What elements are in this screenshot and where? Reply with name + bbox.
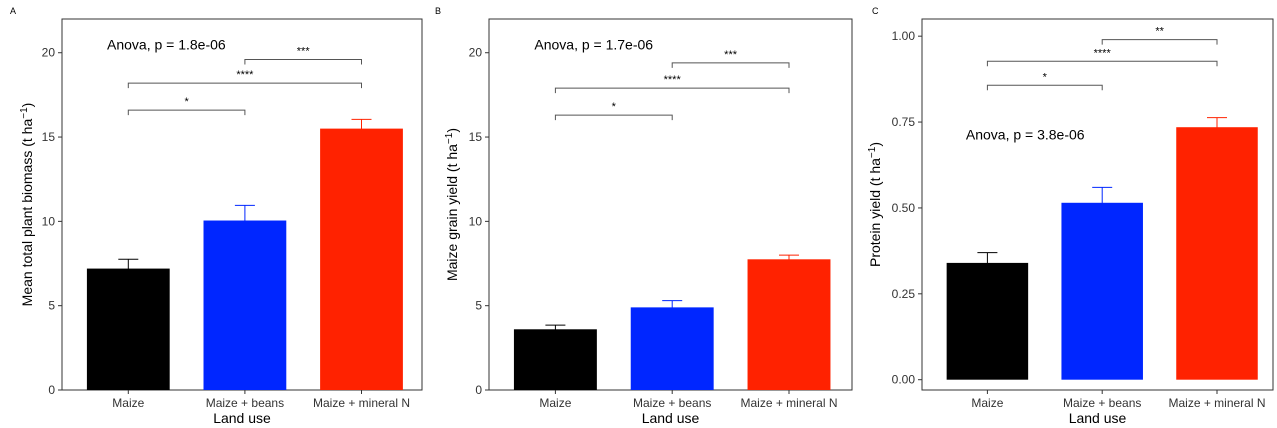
anova-annotation: Anova, p = 3.8e-06 — [966, 126, 1085, 142]
x-tick-label: Maize + beans — [633, 396, 711, 410]
y-tick-label: 5 — [48, 299, 55, 313]
significance-bracket — [1101, 39, 1218, 45]
chart-panel-a: A 0 5 10 15 20 Maize Maize + beans Maize + miner… — [10, 6, 423, 426]
significance-label: **** — [1094, 47, 1112, 59]
bar — [203, 220, 287, 390]
bar — [946, 262, 1029, 380]
bar — [630, 307, 714, 390]
y-tick-label: 0.00 — [892, 373, 916, 387]
significance-bracket — [554, 114, 673, 121]
y-tick-label: 10 — [42, 214, 56, 228]
bar — [320, 128, 403, 390]
anova-annotation: Anova, p = 1.7e-06 — [534, 36, 653, 52]
y-tick-label: 0.50 — [892, 201, 916, 215]
panel-label: A — [10, 6, 16, 16]
significance-bracket — [986, 84, 1103, 91]
significance-label: **** — [236, 69, 254, 81]
x-tick-label: Maize — [971, 396, 1003, 410]
y-tick-label: 10 — [469, 214, 483, 228]
significance-bracket — [554, 87, 790, 94]
significance-label: * — [184, 96, 189, 108]
y-tick-label: 0 — [475, 383, 482, 397]
y-tick-label: 0.75 — [892, 115, 916, 129]
y-axis-title: Protein yield (t ha−1) — [867, 142, 883, 267]
significance-bracket — [244, 58, 362, 65]
significance-label: * — [1043, 71, 1048, 83]
significance-bracket — [127, 82, 362, 89]
y-tick-label: 20 — [42, 46, 56, 60]
x-axis-title: Land use — [642, 410, 700, 426]
x-tick-label: Maize + beans — [1063, 396, 1141, 410]
x-tick-label: Maize + mineral N — [1168, 396, 1265, 410]
y-tick-label: 5 — [475, 299, 482, 313]
x-tick-label: Maize + mineral N — [313, 396, 410, 410]
significance-label: ** — [1155, 26, 1164, 38]
x-tick-label: Maize + mineral N — [740, 396, 837, 410]
bar — [513, 329, 597, 390]
x-tick-label: Maize + beans — [206, 396, 284, 410]
significance-bracket — [127, 109, 246, 116]
significance-label: *** — [724, 49, 738, 61]
significance-label: **** — [664, 74, 682, 86]
bar — [86, 268, 170, 390]
y-tick-label: 0 — [48, 383, 55, 397]
bar — [1061, 202, 1143, 380]
bar — [747, 259, 831, 390]
significance-label: *** — [297, 45, 311, 57]
x-axis-title: Land use — [213, 410, 271, 426]
significance-bracket — [671, 62, 790, 68]
panel-label: C — [872, 6, 879, 16]
panel-label: B — [435, 6, 441, 16]
chart-panel-b: B 0 5 10 15 20 Maize Maize + beans Maize + miner… — [435, 6, 853, 426]
x-tick-label: Maize — [112, 396, 144, 410]
y-axis-title: Mean total plant biomass (t ha−1) — [19, 103, 35, 307]
x-tick-label: Maize — [539, 396, 571, 410]
y-tick-label: 20 — [469, 46, 483, 60]
bar — [1176, 127, 1258, 380]
y-tick-label: 15 — [469, 130, 483, 144]
significance-label: * — [612, 101, 617, 113]
plot-frame — [921, 18, 1274, 391]
y-axis-title: Maize grain yield (t ha−1) — [444, 128, 460, 281]
chart-panel-c: C 0.00 0.25 0.50 0.75 1.00 Maize Maize + beans M… — [867, 6, 1274, 426]
y-tick-label: 15 — [42, 130, 56, 144]
significance-bracket — [986, 60, 1218, 67]
x-axis-title: Land use — [1069, 410, 1127, 426]
anova-annotation: Anova, p = 1.8e-06 — [107, 36, 226, 52]
y-tick-label: 0.25 — [892, 287, 916, 301]
y-tick-label: 1.00 — [892, 29, 916, 43]
